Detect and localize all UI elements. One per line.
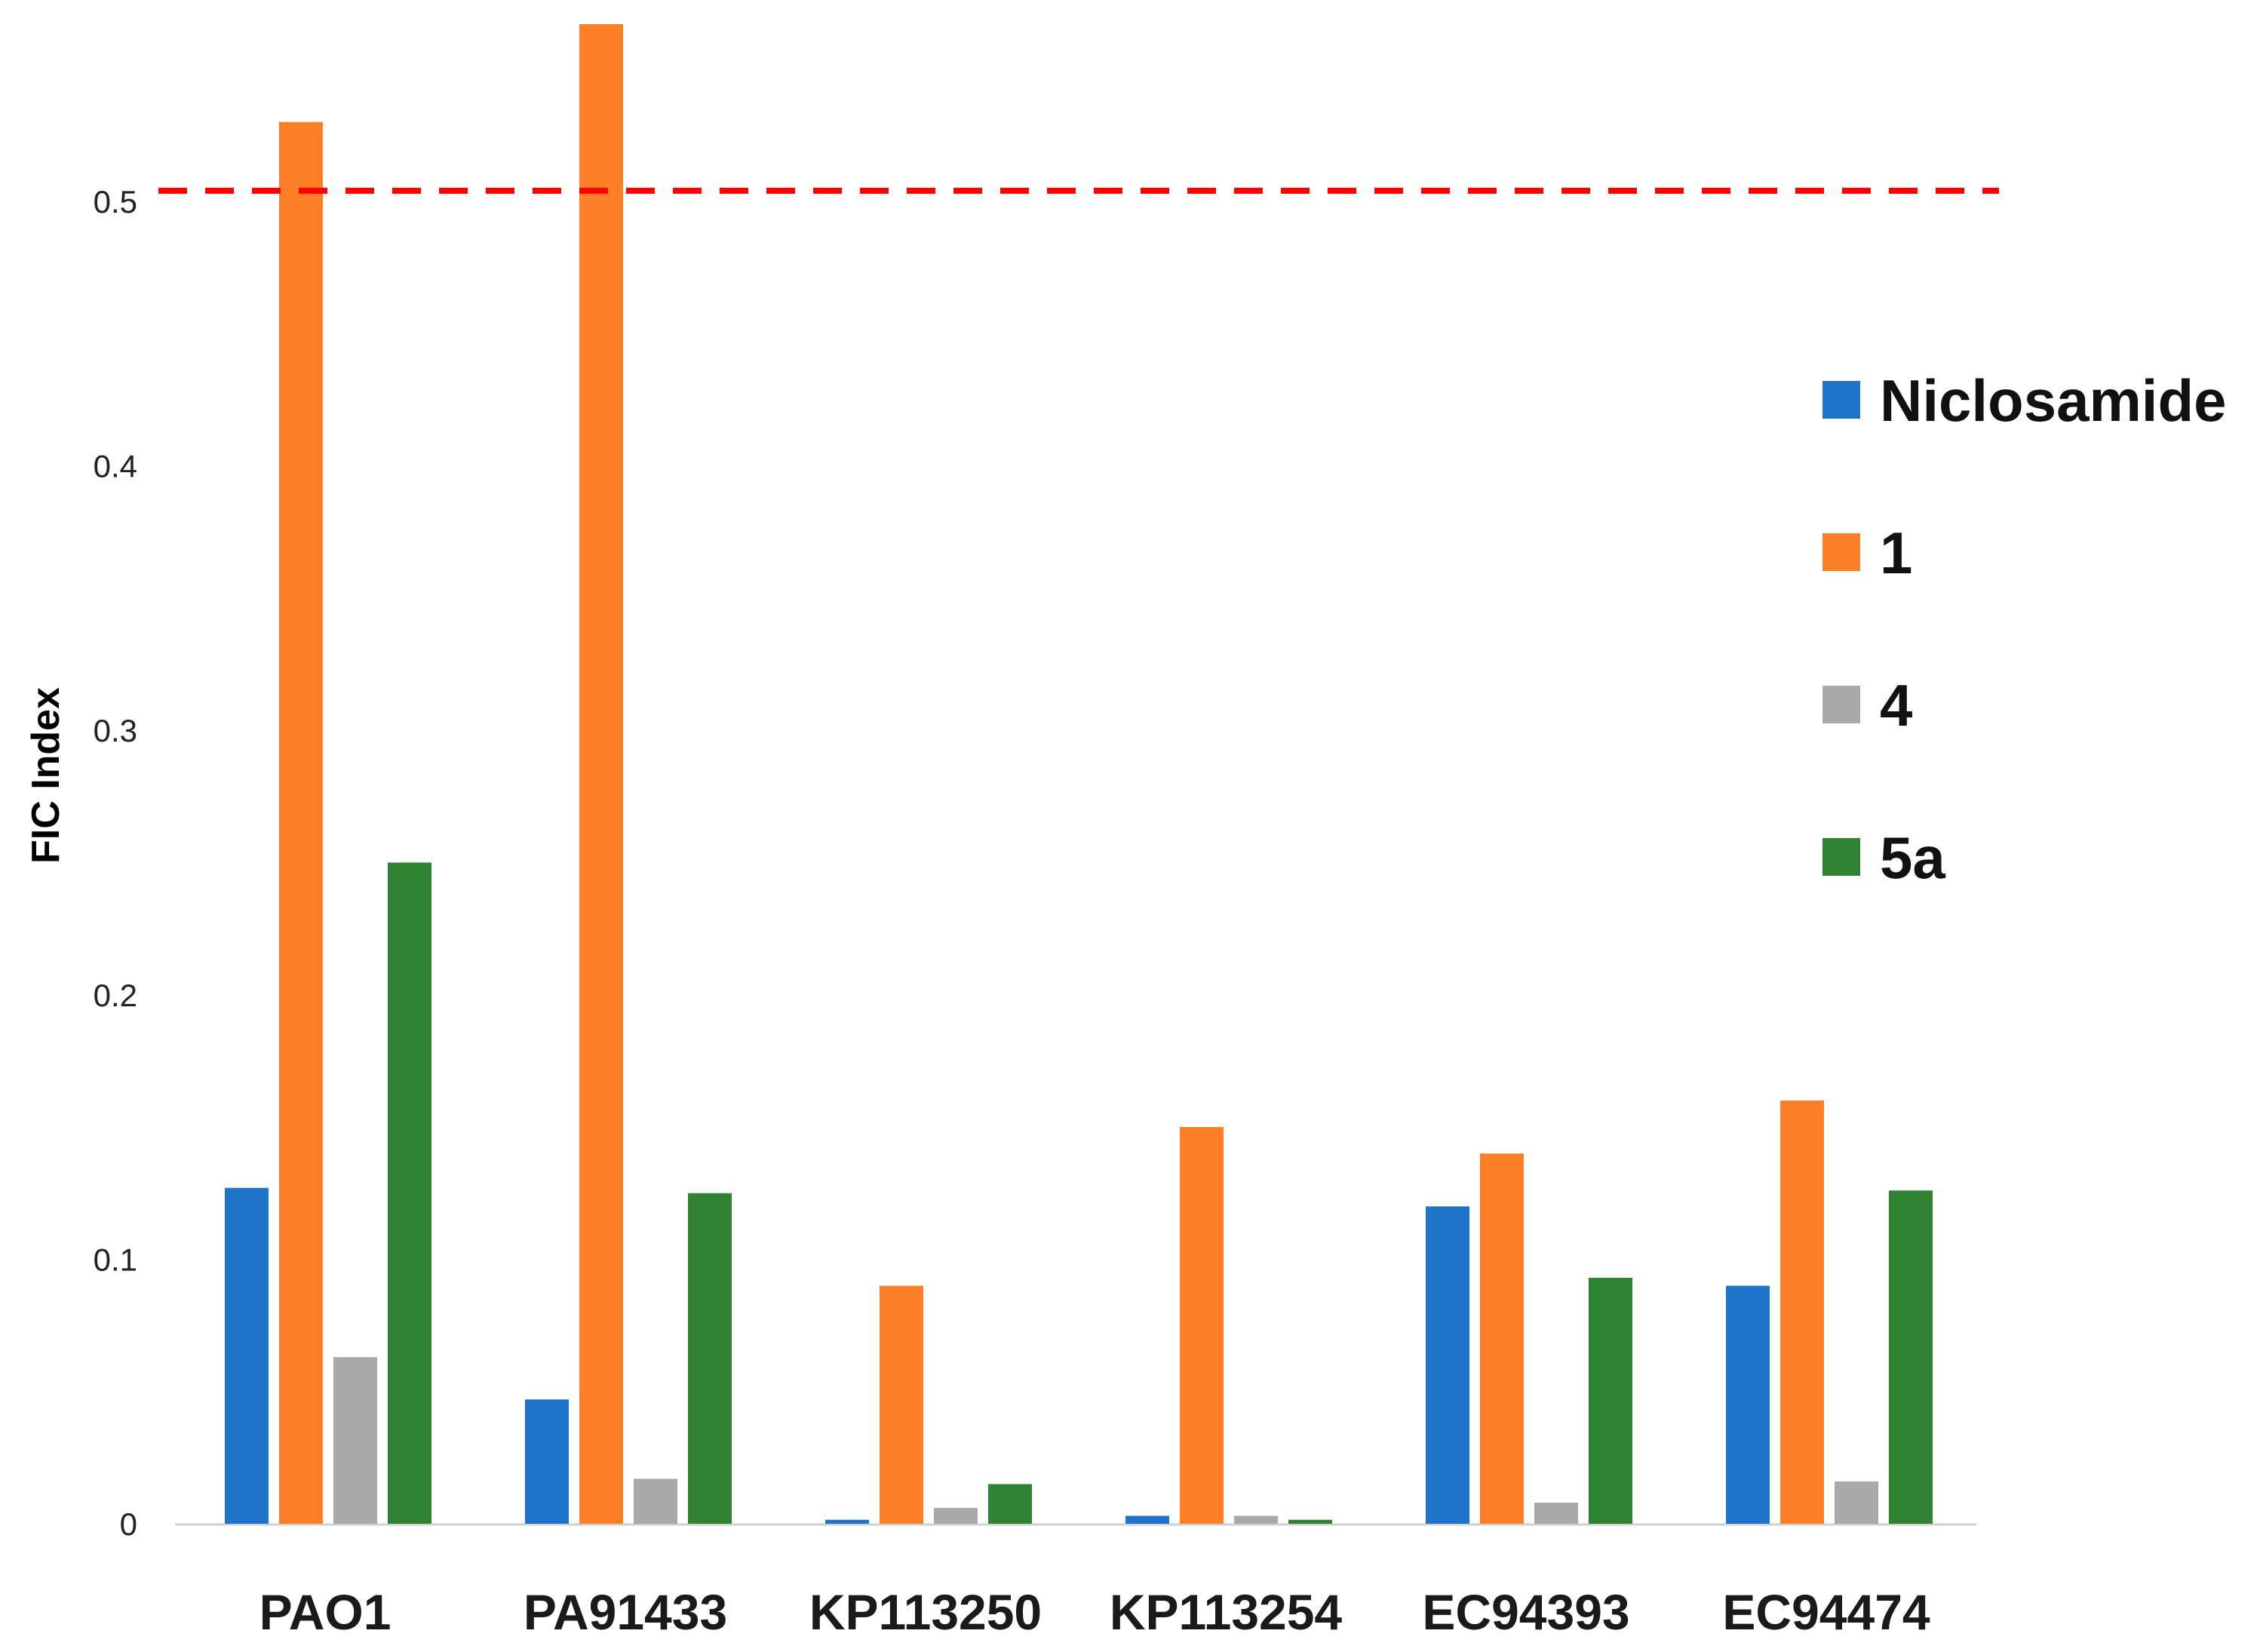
bar-niclosamide-ec94393 (1426, 1206, 1469, 1524)
legend-label-5a: 5a (1880, 824, 1945, 891)
bar-niclosamide-ec94474 (1726, 1285, 1770, 1524)
bar-5a-kp113250 (988, 1484, 1032, 1524)
y-tick-label: 0 (120, 1506, 137, 1542)
legend-swatch-1 (1822, 533, 1860, 571)
y-tick-label: 0.3 (94, 713, 137, 748)
bar-niclosamide-pao1 (225, 1187, 269, 1524)
bar-5a-pa91433 (688, 1193, 732, 1524)
legend-label-niclosamide: Niclosamide (1880, 367, 2227, 434)
legend-swatch-5a (1822, 838, 1860, 876)
bar-1-pa91433 (579, 24, 623, 1524)
bar-1-pao1 (279, 121, 323, 1524)
bar-4-pao1 (333, 1357, 377, 1524)
bar-5a-ec94474 (1889, 1190, 1933, 1524)
y-tick-label: 0.5 (94, 184, 137, 220)
y-tick-label: 0.4 (94, 449, 137, 484)
bar-1-kp113254 (1180, 1127, 1224, 1524)
bar-4-ec94393 (1534, 1502, 1578, 1524)
y-tick-label: 0.2 (94, 978, 137, 1013)
bar-1-kp113250 (880, 1285, 923, 1524)
bar-4-pa91433 (634, 1479, 677, 1524)
x-category-label: KP113250 (809, 1584, 1042, 1640)
bar-5a-kp113254 (1288, 1519, 1332, 1524)
x-category-label: PA91433 (524, 1584, 727, 1640)
bar-niclosamide-pa91433 (525, 1399, 569, 1524)
y-tick-label: 0.1 (94, 1242, 137, 1277)
legend-swatch-niclosamide (1822, 381, 1860, 419)
bar-5a-pao1 (388, 862, 431, 1524)
bar-5a-ec94393 (1589, 1277, 1632, 1524)
bar-4-kp113250 (934, 1507, 978, 1524)
bar-1-ec94474 (1780, 1101, 1824, 1524)
bar-4-kp113254 (1234, 1515, 1278, 1524)
x-category-label: PAO1 (259, 1584, 392, 1640)
legend-label-1: 1 (1880, 520, 1912, 586)
legend-label-4: 4 (1880, 672, 1912, 738)
y-axis-title: FIC Index (24, 687, 68, 864)
bar-1-ec94393 (1480, 1153, 1524, 1524)
x-category-label: EC94393 (1422, 1584, 1629, 1640)
x-category-label: KP113254 (1110, 1584, 1343, 1640)
bar-4-ec94474 (1835, 1481, 1878, 1524)
legend-swatch-4 (1822, 686, 1860, 723)
x-category-label: EC94474 (1722, 1584, 1930, 1640)
bar-niclosamide-kp113250 (825, 1519, 869, 1524)
bar-niclosamide-kp113254 (1125, 1515, 1169, 1524)
